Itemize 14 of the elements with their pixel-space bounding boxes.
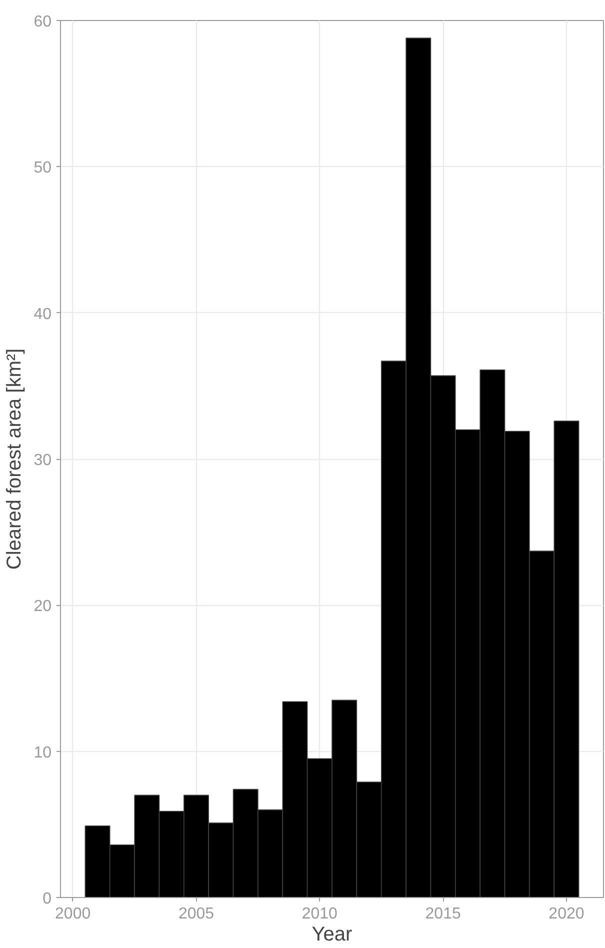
y-tick-label: 30 bbox=[34, 452, 52, 469]
y-axis-title: Cleared forest area [km²] bbox=[4, 348, 26, 570]
x-tick-label: 2000 bbox=[55, 906, 91, 922]
y-tick-label: 20 bbox=[34, 598, 52, 616]
y-tick-label: 40 bbox=[34, 306, 52, 323]
x-tick-label: 2010 bbox=[302, 906, 338, 922]
x-axis-title: Year bbox=[312, 924, 353, 946]
y-tick-label: 0 bbox=[42, 890, 52, 908]
y-tick-label: 50 bbox=[34, 160, 52, 177]
y-tick-label: 10 bbox=[34, 744, 52, 762]
y-tick-label: 60 bbox=[34, 14, 52, 30]
x-tick-label: 2020 bbox=[548, 906, 584, 922]
x-tick-label: 2015 bbox=[425, 906, 461, 922]
x-tick-label: 2005 bbox=[178, 906, 214, 922]
